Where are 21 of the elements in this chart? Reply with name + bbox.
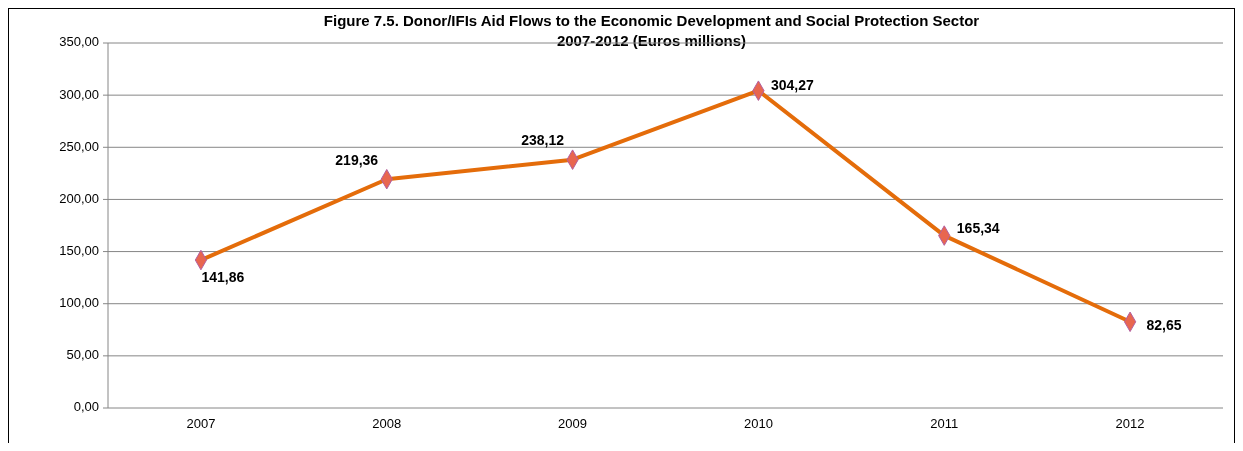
data-label: 165,34	[956, 220, 1000, 237]
y-tick-label: 300,00	[59, 86, 99, 102]
y-tick-label: 250,00	[59, 138, 99, 154]
data-label: 141,86	[201, 268, 245, 285]
y-tick-label: 50,00	[66, 347, 99, 363]
x-tick-label: 2008	[372, 416, 402, 431]
x-tick-label: 2010	[743, 416, 773, 431]
data-label: 82,65	[1146, 316, 1182, 333]
y-tick-label: 350,00	[59, 34, 99, 50]
y-tick-label: 100,00	[59, 295, 99, 311]
x-tick-label: 2009	[558, 416, 588, 431]
y-tick-label: 200,00	[59, 190, 99, 206]
x-tick-label: 2007	[186, 416, 216, 431]
y-tick-label: 0,00	[73, 399, 99, 415]
data-label: 304,27	[771, 77, 815, 94]
y-tick-label: 150,00	[59, 243, 99, 259]
data-label: 219,36	[335, 151, 379, 168]
data-label: 238,12	[521, 132, 565, 149]
x-tick-label: 2011	[930, 416, 959, 431]
x-tick-label: 2012	[1115, 416, 1145, 431]
chart-title: Figure 7.5. Donor/IFIs Aid Flows to the Economic Development and Social Protection Sector 2007-2012 (Euros millions)	[323, 12, 980, 49]
